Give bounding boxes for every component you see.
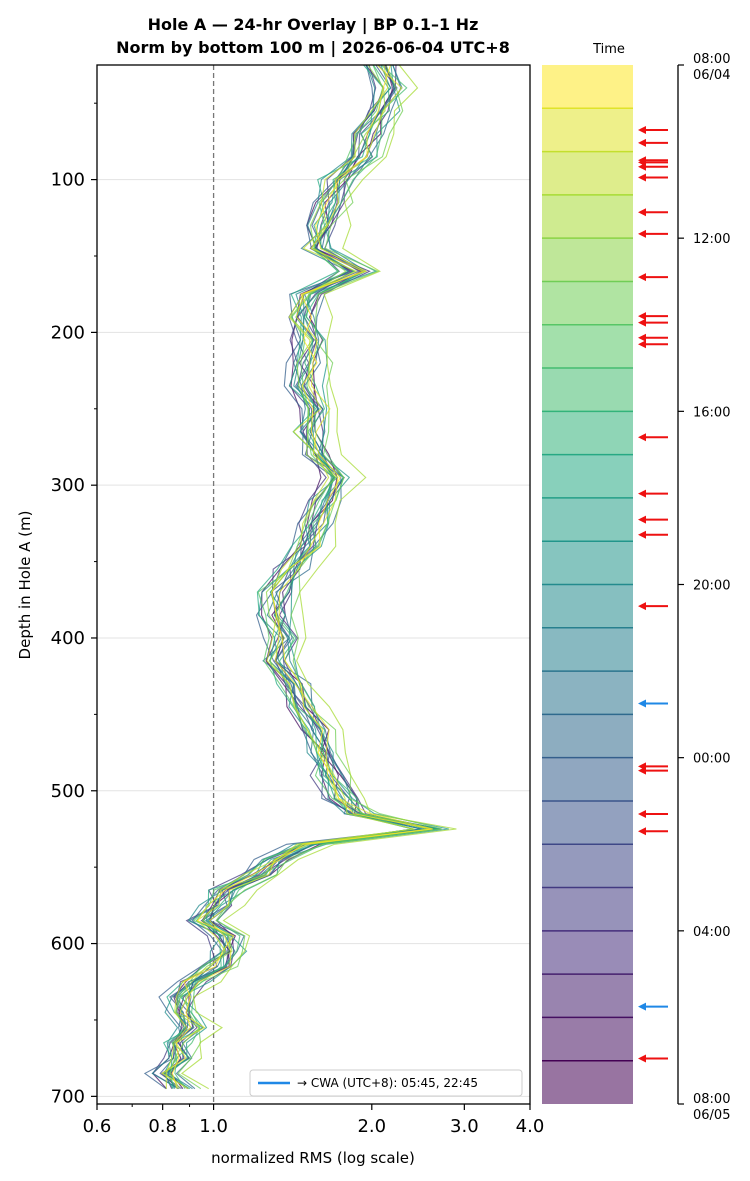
event-arrow-head (638, 1002, 646, 1011)
grid-lines (97, 179, 530, 1097)
colorbar-band (542, 368, 633, 412)
colorbar-bottom-label: 08:00 (693, 1092, 730, 1107)
y-tick-label: 500 (51, 781, 85, 802)
colorbar-band (542, 238, 633, 282)
x-tick-label: 2.0 (357, 1116, 386, 1137)
colorbar-band (542, 974, 633, 1018)
colorbar-title: Time (592, 42, 625, 57)
colorbar-tick-label: 12:00 (693, 232, 730, 247)
colorbar-band (542, 757, 633, 801)
colorbar-tick-label: 20:00 (693, 579, 730, 594)
chart-subtitle: Norm by bottom 100 m | 2026-06-04 UTC+8 (116, 38, 510, 58)
colorbar-band (542, 541, 633, 585)
colorbar-band (542, 714, 633, 758)
colorbar-band (542, 627, 633, 672)
legend-box (249, 1069, 523, 1097)
event-arrow-head (638, 530, 646, 539)
event-arrow-head (638, 602, 646, 611)
event-arrow-head (638, 273, 646, 282)
colorbar-band (542, 671, 633, 715)
event-arrow-head (638, 125, 646, 134)
series-line (180, 64, 457, 1090)
colorbar-band (542, 411, 633, 455)
y-tick-label: 200 (51, 322, 85, 343)
series-line (174, 64, 428, 1090)
event-arrow-head (638, 515, 646, 524)
chart-title: Hole A — 24-hr Overlay | BP 0.1–1 Hz (148, 15, 479, 35)
y-tick-label: 600 (51, 934, 85, 955)
colorbar-tick-label: 00:00 (693, 752, 730, 767)
event-arrow-head (638, 312, 646, 321)
series-line (177, 64, 443, 1090)
colorbar-band (542, 454, 633, 498)
colorbar-band (542, 887, 633, 931)
series-line (165, 64, 414, 1090)
legend-label: → CWA (UTC+8): 05:45, 22:45 (297, 1076, 478, 1090)
event-arrow-head (638, 489, 646, 498)
series-lines (143, 64, 457, 1090)
series-line (161, 64, 439, 1090)
series-line (161, 64, 428, 1090)
x-tick-label: 3.0 (450, 1116, 479, 1137)
x-axis-label: normalized RMS (log scale) (211, 1149, 415, 1167)
event-arrow-head (638, 173, 646, 182)
colorbar-band (542, 151, 633, 195)
y-tick-label: 400 (51, 628, 85, 649)
series-line (170, 64, 437, 1090)
event-arrow-head (638, 138, 646, 147)
y-tick-label: 300 (51, 475, 85, 496)
event-arrow-head (638, 162, 646, 171)
y-tick-label: 700 (51, 1086, 85, 1107)
colorbar-bottom-sublabel: 06/05 (693, 1108, 730, 1123)
colorbar-band (542, 1017, 633, 1061)
series-line (161, 64, 434, 1090)
series-line (171, 64, 432, 1089)
x-tick-label: 4.0 (516, 1116, 545, 1137)
colorbar-top-sublabel: 06/04 (693, 68, 730, 83)
event-arrow-head (638, 229, 646, 238)
colorbar-tick-label: 16:00 (693, 405, 730, 420)
colorbar-band (542, 108, 633, 152)
event-arrow-head (638, 433, 646, 442)
colorbar-tick-label: 04:00 (693, 925, 730, 940)
colorbar-band (542, 1060, 633, 1104)
event-arrow-head (638, 318, 646, 327)
y-axis-label: Depth in Hole A (m) (16, 511, 34, 660)
x-tick-label: 0.8 (148, 1116, 177, 1137)
legend: → CWA (UTC+8): 05:45, 22:45 (249, 1069, 523, 1097)
event-arrow-head (638, 333, 646, 342)
event-arrow-head (638, 699, 646, 708)
colorbar-band (542, 844, 633, 888)
plot-frame (96, 64, 531, 1105)
event-arrow-head (638, 1054, 646, 1063)
event-arrows (638, 125, 668, 1063)
event-arrow-head (638, 208, 646, 217)
series-line (151, 64, 425, 1090)
series-line (167, 64, 440, 1090)
colorbar-band (542, 65, 633, 109)
colorbar-band (542, 930, 633, 975)
colorbar-band (542, 324, 633, 369)
colorbar-top-label: 08:00 (693, 52, 730, 67)
x-axis: 0.6 0.8 1.0 2.0 3.0 4.0 (83, 1104, 545, 1137)
colorbar-axis: 08:00 06/04 08:00 06/05 12:00 16:00 20:00 0… (677, 52, 730, 1123)
colorbar-band (542, 800, 633, 845)
event-arrow-head (638, 766, 646, 775)
y-tick-label: 100 (51, 170, 85, 191)
colorbar-band (542, 497, 633, 542)
x-tick-label: 0.6 (83, 1116, 112, 1137)
colorbar (542, 65, 633, 1104)
colorbar-band (542, 194, 633, 239)
colorbar-band (542, 584, 633, 628)
colorbar-band (542, 281, 633, 325)
event-arrow-head (638, 827, 646, 836)
event-arrow-head (638, 340, 646, 349)
event-arrow-head (638, 809, 646, 818)
y-axis: 100 200 300 400 500 600 700 (51, 102, 97, 1107)
x-tick-label: 1.0 (199, 1116, 228, 1137)
series-line (165, 64, 415, 1089)
